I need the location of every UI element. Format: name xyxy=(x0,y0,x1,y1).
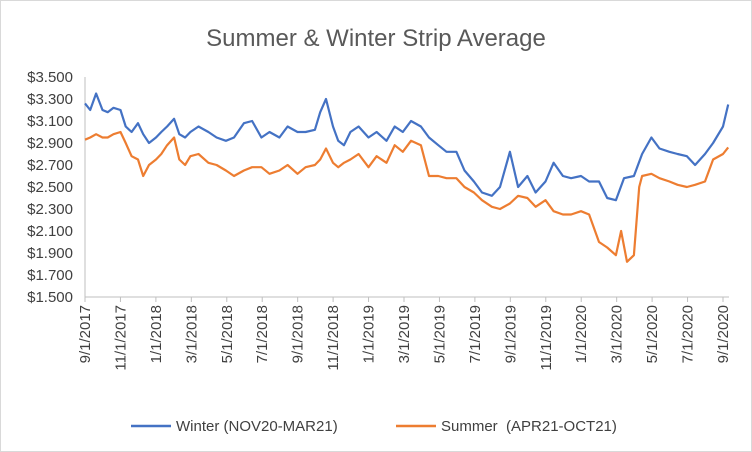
y-tick-label: $3.100 xyxy=(27,113,73,130)
x-tick-label: 11/1/2017 xyxy=(112,305,129,371)
x-tick-label: 7/1/2018 xyxy=(254,305,271,363)
y-tick-label: $2.300 xyxy=(27,201,73,218)
x-tick-label: 5/1/2019 xyxy=(431,305,448,363)
y-tick-label: $1.900 xyxy=(27,245,73,262)
legend-label: Winter (NOV20-MAR21) xyxy=(176,418,338,435)
y-tick-label: $2.900 xyxy=(27,135,73,152)
x-tick-label: 3/1/2019 xyxy=(396,305,413,363)
x-tick-label: 1/1/2020 xyxy=(573,305,590,363)
x-tick-label: 9/1/2019 xyxy=(502,305,519,363)
series-line-winter xyxy=(84,92,730,202)
x-tick-label: 7/1/2019 xyxy=(467,305,484,363)
x-tick-label: 9/1/2017 xyxy=(77,305,94,363)
legend: Winter (NOV20-MAR21) Summer (APR21-OCT21) xyxy=(131,418,617,435)
axes xyxy=(84,77,729,298)
y-tick-label: $3.500 xyxy=(27,69,73,86)
y-tick-label: $1.700 xyxy=(27,267,73,284)
y-tick-label: $2.700 xyxy=(27,157,73,174)
y-tick-label: $1.500 xyxy=(27,289,73,306)
x-tick-label: 3/1/2020 xyxy=(609,305,626,363)
x-tick-label: 11/1/2018 xyxy=(325,305,342,371)
x-tick-label: 3/1/2018 xyxy=(183,305,200,363)
y-axis-ticks: $1.500 $1.700 $1.900 $2.100 $2.300 $2.500 $2.7… xyxy=(27,69,73,306)
x-tick-label: 9/1/2020 xyxy=(715,305,732,363)
x-axis-ticks: 9/1/2017 11/1/2017 1/1/2018 3/1/2018 5/1/201… xyxy=(77,297,732,371)
x-tick-label: 5/1/2018 xyxy=(219,305,236,363)
y-tick-label: $2.500 xyxy=(27,179,73,196)
series-lines xyxy=(84,92,730,263)
x-tick-label: 1/1/2018 xyxy=(148,305,165,363)
chart-title: Summer & Winter Strip Average xyxy=(206,25,546,52)
x-tick-label: 1/1/2019 xyxy=(361,305,378,363)
x-tick-label: 9/1/2018 xyxy=(290,305,307,363)
legend-label: Summer (APR21-OCT21) xyxy=(441,418,617,435)
series-line-summer xyxy=(84,130,730,263)
x-tick-label: 5/1/2020 xyxy=(644,305,661,363)
x-tick-label: 7/1/2020 xyxy=(680,305,697,363)
x-tick-label: 11/1/2019 xyxy=(538,305,555,371)
y-tick-label: $2.100 xyxy=(27,223,73,240)
y-tick-label: $3.300 xyxy=(27,91,73,108)
